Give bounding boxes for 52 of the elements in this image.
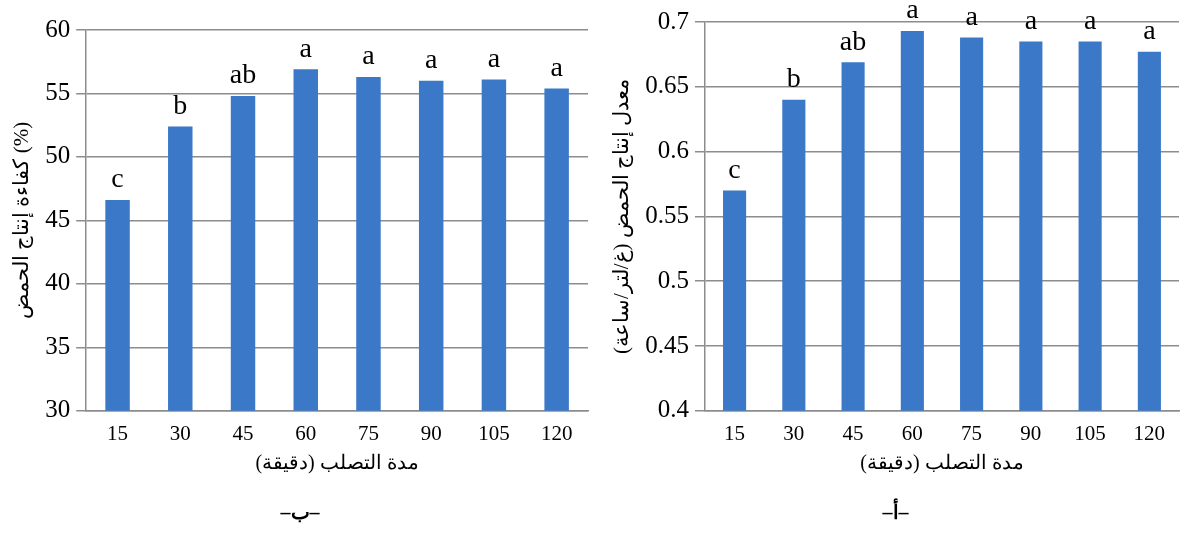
x-tick-label: 15: [724, 420, 746, 445]
x-tick-label: 60: [295, 420, 317, 445]
data-label: a: [1024, 3, 1038, 35]
data-label: a: [362, 39, 376, 71]
y-tick-label: 35: [45, 331, 71, 359]
data-label: a: [424, 43, 438, 75]
y-tick-label: 60: [45, 14, 71, 42]
y-axis-title: كفاءة إنتاج الحمض (%): [9, 121, 35, 320]
y-tick-label: 0.4: [657, 395, 690, 423]
data-label: a: [1143, 14, 1157, 46]
y-tick-label: 0.5: [657, 265, 689, 293]
data-label: b: [786, 62, 801, 94]
x-tick-label: 45: [842, 420, 864, 445]
x-tick-label: 45: [232, 420, 254, 445]
data-label: b: [173, 88, 188, 120]
x-tick-label: 90: [1020, 420, 1042, 445]
y-tick-label: 0.65: [645, 71, 689, 99]
x-tick-label: 60: [901, 420, 923, 445]
y-axis-title: معدل إنتاج الحمض (غ/لتر/ساعة): [609, 78, 635, 355]
x-tick-label: 30: [169, 420, 191, 445]
x-tick-label: 30: [783, 420, 805, 445]
data-label: ab: [229, 58, 257, 90]
x-axis-title: مدة التصلب (دقيقة): [860, 451, 1024, 475]
x-tick-label: 105: [1074, 420, 1106, 445]
y-tick-label: 0.55: [645, 200, 689, 228]
x-tick-label: 120: [540, 420, 573, 445]
data-label: a: [487, 41, 501, 73]
y-tick-label: 55: [45, 78, 71, 106]
text: –أ–: [881, 500, 910, 524]
x-tick-label: 120: [1133, 420, 1166, 445]
x-tick-label: 105: [478, 420, 510, 445]
y-tick-label: 50: [45, 141, 71, 169]
y-tick-label: 40: [45, 268, 71, 296]
x-tick-label: 75: [961, 420, 983, 445]
data-label: a: [550, 50, 564, 82]
data-label: a: [299, 31, 313, 63]
y-tick-label: 45: [45, 204, 71, 232]
x-axis-title: مدة التصلب (دقيقة): [255, 451, 419, 475]
y-tick-label: 0.45: [645, 330, 689, 358]
data-label: a: [906, 0, 920, 25]
data-label: ab: [839, 24, 867, 56]
y-tick-label: 0.7: [657, 6, 689, 34]
x-tick-label: 75: [357, 420, 379, 445]
data-label: a: [1083, 3, 1097, 35]
x-tick-label: 15: [107, 420, 129, 445]
y-tick-label: 0.6: [657, 136, 689, 164]
x-tick-label: 90: [420, 420, 442, 445]
y-tick-label: 30: [45, 395, 71, 423]
data-label: c: [728, 152, 741, 184]
data-label: c: [111, 162, 124, 194]
data-label: a: [965, 0, 979, 31]
text: –ب–: [279, 500, 321, 524]
